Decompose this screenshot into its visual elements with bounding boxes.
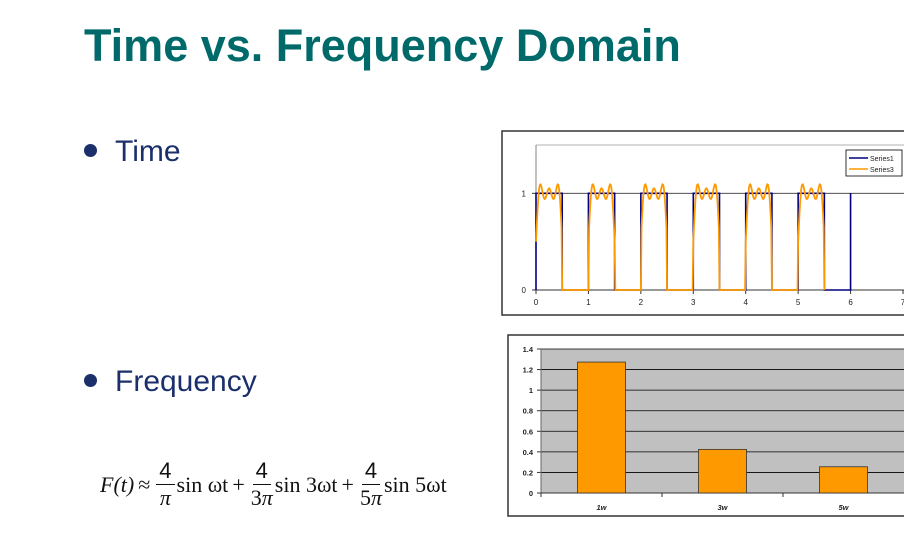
bullet-dot-icon	[84, 143, 97, 157]
denominator: 5π	[359, 485, 382, 510]
fraction: 4 3π	[251, 460, 273, 509]
bar-3w	[698, 448, 747, 494]
y-tick-label: 0.2	[523, 468, 533, 477]
bullet-frequency: Frequency	[84, 365, 257, 399]
y-tick-label: 0.6	[523, 427, 533, 436]
bullet-dot-icon	[84, 373, 97, 387]
x-tick-label: 5w	[838, 503, 849, 512]
y-tick-label: 0	[522, 286, 527, 295]
chart-frame	[501, 130, 904, 316]
bullet-label: Frequency	[115, 365, 257, 398]
legend-box	[845, 149, 903, 177]
y-tick-label: 0	[529, 489, 533, 498]
x-tick-label: 0	[534, 298, 539, 307]
denominator: 3π	[250, 485, 273, 510]
y-tick-label: 1	[529, 386, 533, 395]
bar-5w	[819, 466, 868, 494]
x-tick-label: 6	[848, 298, 853, 307]
formula-term: sin 3ωt	[274, 471, 338, 497]
x-tick-label: 3	[691, 298, 696, 307]
bar-1w	[577, 361, 626, 494]
x-tick-label: 1	[586, 298, 591, 307]
y-tick-label: 1	[522, 189, 527, 198]
bullet-label: Time	[115, 135, 181, 168]
numerator: 4	[156, 460, 175, 485]
formula-term: sin 5ωt	[384, 471, 447, 497]
y-tick-label: 0.4	[523, 448, 534, 457]
series3-line	[535, 183, 826, 291]
formula-op: +	[341, 471, 354, 497]
numerator: 4	[361, 460, 381, 485]
y-tick-label: 1.2	[523, 366, 533, 375]
slide-title: Time vs. Frequency Domain	[84, 20, 681, 71]
formula-op: +	[232, 471, 245, 497]
x-tick-label: 7	[901, 298, 904, 307]
formula-lhs: F(t)	[100, 471, 135, 497]
x-tick-label: 2	[639, 298, 644, 307]
fraction: 4 5π	[360, 460, 382, 509]
y-tick-label: 0.8	[523, 407, 533, 416]
x-tick-label: 4	[743, 298, 748, 307]
y-tick-label: 1.4	[523, 345, 534, 354]
formula-term: sin ωt	[176, 471, 229, 497]
numerator: 4	[252, 460, 271, 485]
legend-label: Series3	[870, 167, 894, 174]
x-tick-label: 3w	[717, 503, 728, 512]
denominator: π	[159, 485, 171, 510]
legend-label: Series1	[870, 156, 894, 163]
bullet-time: Time	[84, 135, 181, 169]
formula-approx: ≈	[138, 471, 151, 497]
x-tick-label: 5	[796, 298, 801, 307]
x-tick-label: 1w	[596, 503, 607, 512]
